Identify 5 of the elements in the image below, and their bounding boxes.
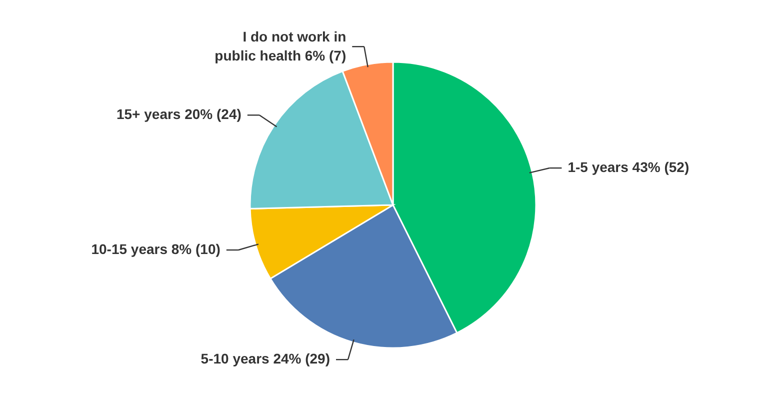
- slice-label: I do not work in public health 6% (7): [214, 28, 346, 64]
- slice-label: 15+ years 20% (24): [116, 106, 242, 122]
- slice-label: 10-15 years 8% (10): [91, 240, 220, 257]
- slice-label: 5-10 years 24% (29): [200, 350, 330, 367]
- slice-label: 1-5 years 43% (52): [568, 159, 690, 176]
